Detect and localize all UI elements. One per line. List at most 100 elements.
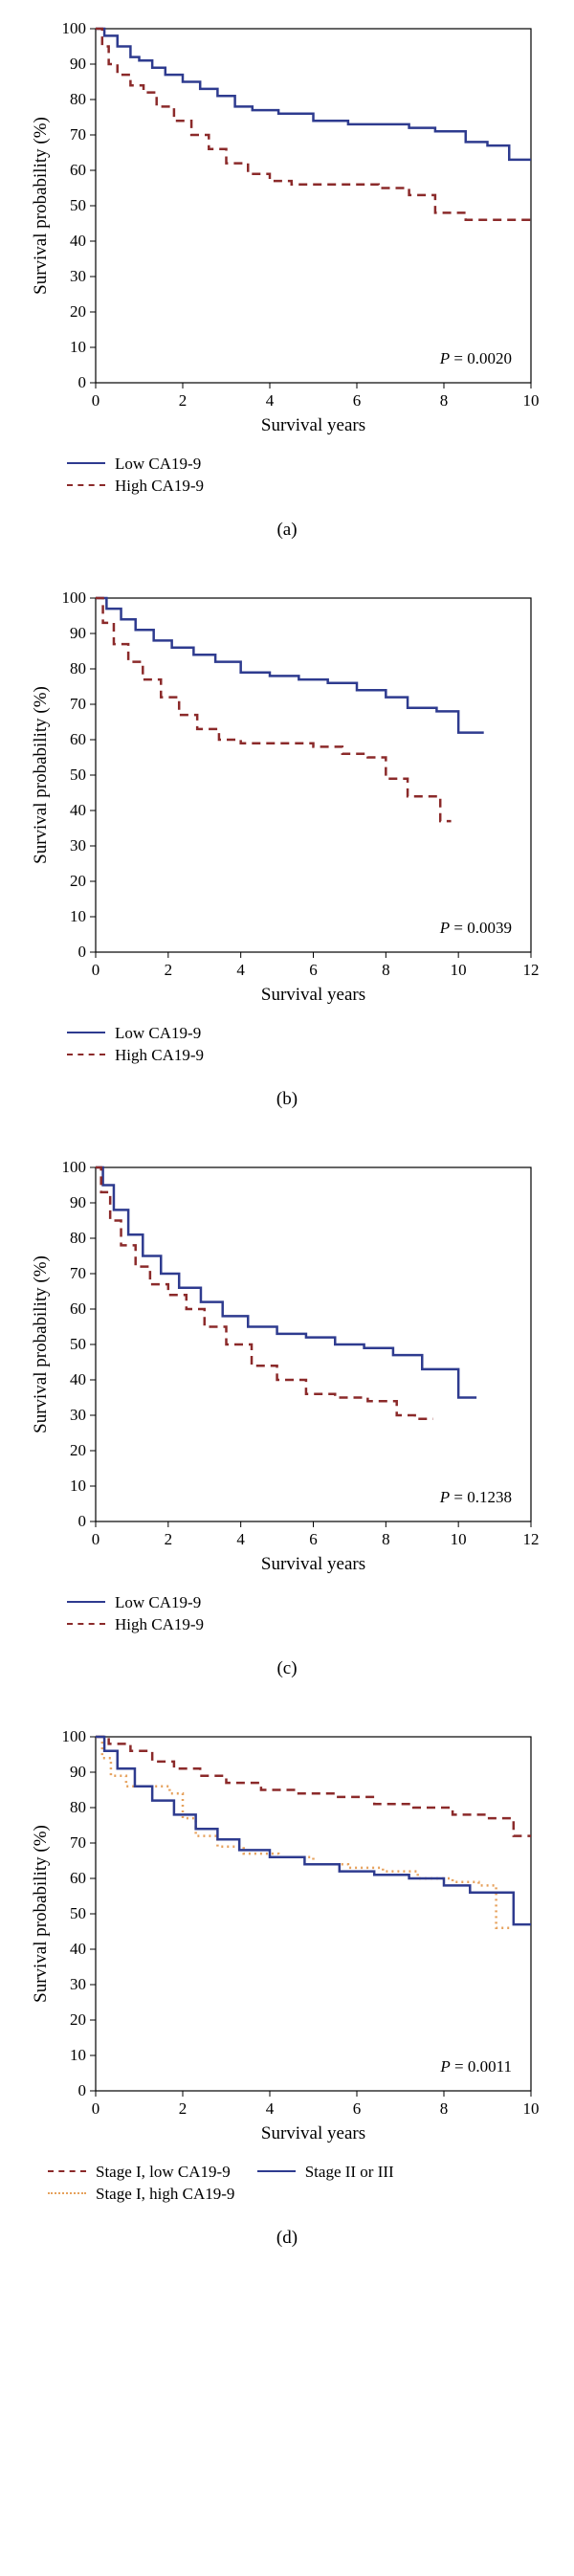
svg-text:6: 6 (353, 2099, 362, 2118)
panel-d: 02468100102030405060708090100Survival ye… (10, 1727, 564, 2249)
svg-text:Survival years: Survival years (261, 2123, 365, 2143)
svg-text:8: 8 (382, 1530, 390, 1548)
legend-swatch (48, 2170, 86, 2174)
series-high (96, 29, 531, 220)
svg-text:10: 10 (523, 391, 540, 410)
svg-text:100: 100 (62, 19, 87, 37)
legend-label: High CA19-9 (115, 1046, 204, 1065)
svg-text:80: 80 (70, 1229, 86, 1247)
pvalue: P = 0.0020 (439, 349, 512, 367)
series-low (96, 598, 484, 733)
pvalue: P = 0.0011 (439, 2057, 512, 2076)
legend-swatch (67, 484, 105, 488)
legend-swatch (257, 2170, 296, 2174)
svg-text:50: 50 (70, 1904, 86, 1922)
legend-c: Low CA19-9 High CA19-9 (67, 1593, 564, 1634)
series-stage23 (96, 1737, 531, 1924)
svg-text:70: 70 (70, 1264, 86, 1282)
svg-text:Survival probability (%): Survival probability (%) (31, 117, 51, 295)
panel-label-d: (d) (10, 2228, 564, 2249)
panel-c: 0246810120102030405060708090100Survival … (10, 1158, 564, 1679)
svg-text:Survival probability (%): Survival probability (%) (31, 1825, 51, 2003)
legend-a: Low CA19-9 High CA19-9 (67, 455, 564, 496)
svg-text:0: 0 (78, 943, 87, 961)
svg-text:30: 30 (70, 1975, 86, 1993)
legend-label: Low CA19-9 (115, 1024, 201, 1043)
svg-text:40: 40 (70, 232, 86, 250)
pvalue: P = 0.0039 (439, 919, 512, 937)
svg-text:12: 12 (523, 1530, 540, 1548)
svg-text:10: 10 (70, 2046, 86, 2064)
svg-text:20: 20 (70, 872, 86, 890)
svg-text:Survival years: Survival years (261, 985, 365, 1005)
svg-text:4: 4 (266, 2099, 275, 2118)
legend-label: Low CA19-9 (115, 455, 201, 474)
svg-text:50: 50 (70, 1335, 86, 1353)
svg-text:40: 40 (70, 1370, 86, 1388)
svg-text:0: 0 (92, 961, 100, 979)
legend-swatch (67, 1054, 105, 1057)
svg-text:2: 2 (179, 2099, 188, 2118)
svg-text:60: 60 (70, 1869, 86, 1887)
svg-text:70: 70 (70, 1833, 86, 1852)
svg-text:40: 40 (70, 801, 86, 819)
legend-item-low: Low CA19-9 (67, 1024, 564, 1043)
legend-label: High CA19-9 (115, 1615, 204, 1634)
svg-text:60: 60 (70, 161, 86, 179)
svg-text:6: 6 (309, 1530, 318, 1548)
svg-text:90: 90 (70, 1763, 86, 1781)
legend-b: Low CA19-9 High CA19-9 (67, 1024, 564, 1065)
pvalue: P = 0.1238 (439, 1488, 512, 1506)
svg-text:100: 100 (62, 1727, 87, 1745)
series-high (96, 1167, 433, 1419)
svg-text:30: 30 (70, 267, 86, 285)
svg-text:4: 4 (266, 391, 275, 410)
legend-swatch (67, 1032, 105, 1035)
svg-text:10: 10 (70, 338, 86, 356)
legend-item-high: High CA19-9 (67, 1046, 564, 1065)
svg-text:Survival years: Survival years (261, 415, 365, 435)
svg-text:0: 0 (92, 2099, 100, 2118)
chart-b: 0246810120102030405060708090100Survival … (29, 588, 545, 1010)
legend-swatch (48, 2192, 86, 2196)
legend-item-high: High CA19-9 (67, 1615, 564, 1634)
panel-label-c: (c) (10, 1658, 564, 1679)
svg-text:20: 20 (70, 1441, 86, 1459)
panel-label-b: (b) (10, 1089, 564, 1110)
svg-text:6: 6 (309, 961, 318, 979)
svg-text:Survival years: Survival years (261, 1554, 365, 1574)
svg-text:70: 70 (70, 695, 86, 713)
legend-label: Low CA19-9 (115, 1593, 201, 1612)
svg-text:60: 60 (70, 730, 86, 748)
svg-text:30: 30 (70, 836, 86, 855)
svg-text:90: 90 (70, 624, 86, 642)
svg-text:80: 80 (70, 1798, 86, 1816)
svg-text:100: 100 (62, 588, 87, 607)
legend-row: Stage I, low CA19-9Stage II or III (48, 2163, 564, 2182)
legend-label: High CA19-9 (115, 477, 204, 496)
svg-text:70: 70 (70, 125, 86, 144)
svg-text:80: 80 (70, 90, 86, 108)
svg-text:50: 50 (70, 766, 86, 784)
svg-text:0: 0 (92, 1530, 100, 1548)
svg-text:0: 0 (78, 373, 87, 391)
legend-row: Stage I, high CA19-9 (48, 2185, 564, 2204)
series-low (96, 1167, 476, 1398)
chart-d: 02468100102030405060708090100Survival ye… (29, 1727, 545, 2148)
legend-swatch (67, 462, 105, 466)
svg-text:20: 20 (70, 302, 86, 321)
chart-c: 0246810120102030405060708090100Survival … (29, 1158, 545, 1579)
chart-a: 02468100102030405060708090100Survival ye… (29, 19, 545, 440)
svg-text:Survival probability (%): Survival probability (%) (31, 686, 51, 864)
legend-item-low: Low CA19-9 (67, 455, 564, 474)
svg-text:8: 8 (382, 961, 390, 979)
svg-text:4: 4 (236, 1530, 245, 1548)
legend-item-high: High CA19-9 (67, 477, 564, 496)
svg-text:10: 10 (70, 907, 86, 925)
svg-text:10: 10 (523, 2099, 540, 2118)
series-low (96, 29, 531, 160)
svg-text:90: 90 (70, 55, 86, 73)
svg-text:12: 12 (523, 961, 540, 979)
legend-label: Stage II or III (305, 2163, 394, 2182)
svg-text:90: 90 (70, 1193, 86, 1211)
